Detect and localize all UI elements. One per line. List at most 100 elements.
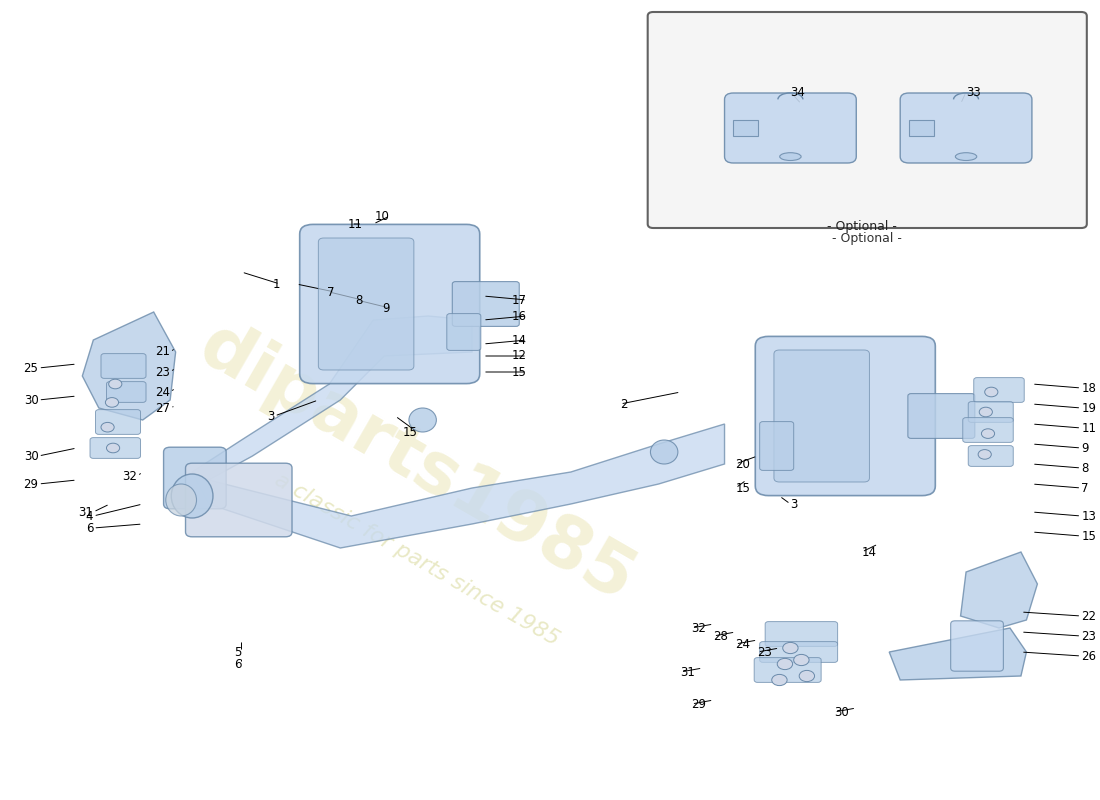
Text: diparts1985: diparts1985 (187, 311, 647, 617)
Polygon shape (82, 312, 176, 420)
FancyBboxPatch shape (900, 93, 1032, 163)
FancyBboxPatch shape (299, 225, 480, 384)
Text: 9: 9 (1081, 442, 1089, 454)
FancyBboxPatch shape (766, 622, 837, 646)
Text: 15: 15 (513, 366, 527, 378)
FancyBboxPatch shape (755, 658, 821, 682)
Text: 15: 15 (1081, 530, 1097, 542)
FancyBboxPatch shape (186, 463, 292, 537)
Ellipse shape (166, 484, 197, 516)
Text: 10: 10 (375, 210, 389, 222)
Text: 25: 25 (23, 362, 38, 374)
Text: - Optional -: - Optional - (827, 220, 896, 233)
Circle shape (794, 654, 810, 666)
FancyBboxPatch shape (318, 238, 414, 370)
Bar (909, 120, 934, 136)
Text: 31: 31 (681, 666, 695, 678)
Text: 22: 22 (1081, 610, 1097, 622)
Text: 12: 12 (512, 350, 527, 362)
Text: 8: 8 (355, 294, 362, 306)
Text: 32: 32 (692, 622, 706, 634)
FancyBboxPatch shape (164, 447, 227, 509)
FancyBboxPatch shape (962, 418, 1013, 442)
FancyBboxPatch shape (774, 350, 869, 482)
Text: 28: 28 (714, 630, 728, 642)
Circle shape (978, 450, 991, 459)
FancyBboxPatch shape (968, 402, 1013, 422)
Ellipse shape (409, 408, 437, 432)
Text: 14: 14 (512, 334, 527, 346)
Text: 21: 21 (155, 346, 170, 358)
Circle shape (101, 422, 114, 432)
Text: 29: 29 (692, 698, 706, 710)
Circle shape (772, 674, 788, 686)
FancyBboxPatch shape (447, 314, 481, 350)
FancyBboxPatch shape (756, 337, 935, 495)
Text: 15: 15 (403, 426, 417, 438)
Text: 23: 23 (1081, 630, 1097, 642)
Text: 24: 24 (155, 386, 170, 398)
Text: 27: 27 (155, 402, 170, 414)
Text: 20: 20 (736, 458, 750, 470)
Text: 33: 33 (966, 86, 981, 98)
Text: 5: 5 (234, 646, 242, 658)
FancyBboxPatch shape (90, 438, 141, 458)
Ellipse shape (172, 474, 213, 518)
Text: 17: 17 (512, 294, 527, 306)
Text: 16: 16 (512, 310, 527, 322)
Text: 7: 7 (328, 286, 334, 298)
FancyBboxPatch shape (974, 378, 1024, 402)
Circle shape (800, 670, 815, 682)
Polygon shape (192, 424, 725, 548)
Text: 32: 32 (122, 470, 138, 482)
Text: 26: 26 (1081, 650, 1097, 662)
Text: 3: 3 (791, 498, 798, 510)
FancyBboxPatch shape (725, 93, 856, 163)
Circle shape (783, 642, 799, 654)
FancyBboxPatch shape (760, 422, 794, 470)
FancyBboxPatch shape (107, 382, 146, 402)
FancyBboxPatch shape (96, 410, 141, 434)
Text: 19: 19 (1081, 402, 1097, 414)
Text: 18: 18 (1081, 382, 1097, 394)
FancyBboxPatch shape (968, 446, 1013, 466)
Bar (734, 120, 758, 136)
Text: 31: 31 (78, 506, 94, 518)
Text: 11: 11 (348, 218, 362, 230)
FancyBboxPatch shape (452, 282, 519, 326)
Text: 13: 13 (1081, 510, 1097, 522)
Polygon shape (192, 316, 472, 480)
Text: 23: 23 (758, 646, 772, 658)
Text: 24: 24 (736, 638, 750, 650)
Text: 6: 6 (86, 522, 94, 534)
Text: 4: 4 (86, 510, 94, 522)
Ellipse shape (955, 153, 977, 161)
Text: 14: 14 (861, 546, 877, 558)
Circle shape (778, 658, 793, 670)
Text: 6: 6 (234, 658, 242, 670)
Text: 34: 34 (791, 86, 805, 98)
Text: 29: 29 (23, 478, 38, 490)
FancyBboxPatch shape (950, 621, 1003, 671)
FancyBboxPatch shape (101, 354, 146, 378)
Text: 30: 30 (24, 394, 38, 406)
Text: 1: 1 (273, 278, 279, 290)
Circle shape (109, 379, 122, 389)
FancyBboxPatch shape (648, 12, 1087, 228)
Ellipse shape (780, 153, 801, 161)
FancyBboxPatch shape (760, 642, 837, 662)
Circle shape (979, 407, 992, 417)
Text: 7: 7 (1081, 482, 1089, 494)
Text: a classic for parts since 1985: a classic for parts since 1985 (272, 470, 563, 650)
Polygon shape (889, 628, 1026, 680)
Text: 15: 15 (736, 482, 750, 494)
Text: 2: 2 (620, 398, 628, 410)
FancyBboxPatch shape (908, 394, 975, 438)
Circle shape (981, 429, 994, 438)
Ellipse shape (650, 440, 678, 464)
Circle shape (106, 398, 119, 407)
Circle shape (984, 387, 998, 397)
Text: 23: 23 (155, 366, 170, 378)
Text: - Optional -: - Optional - (833, 232, 902, 245)
Text: 9: 9 (382, 302, 389, 314)
